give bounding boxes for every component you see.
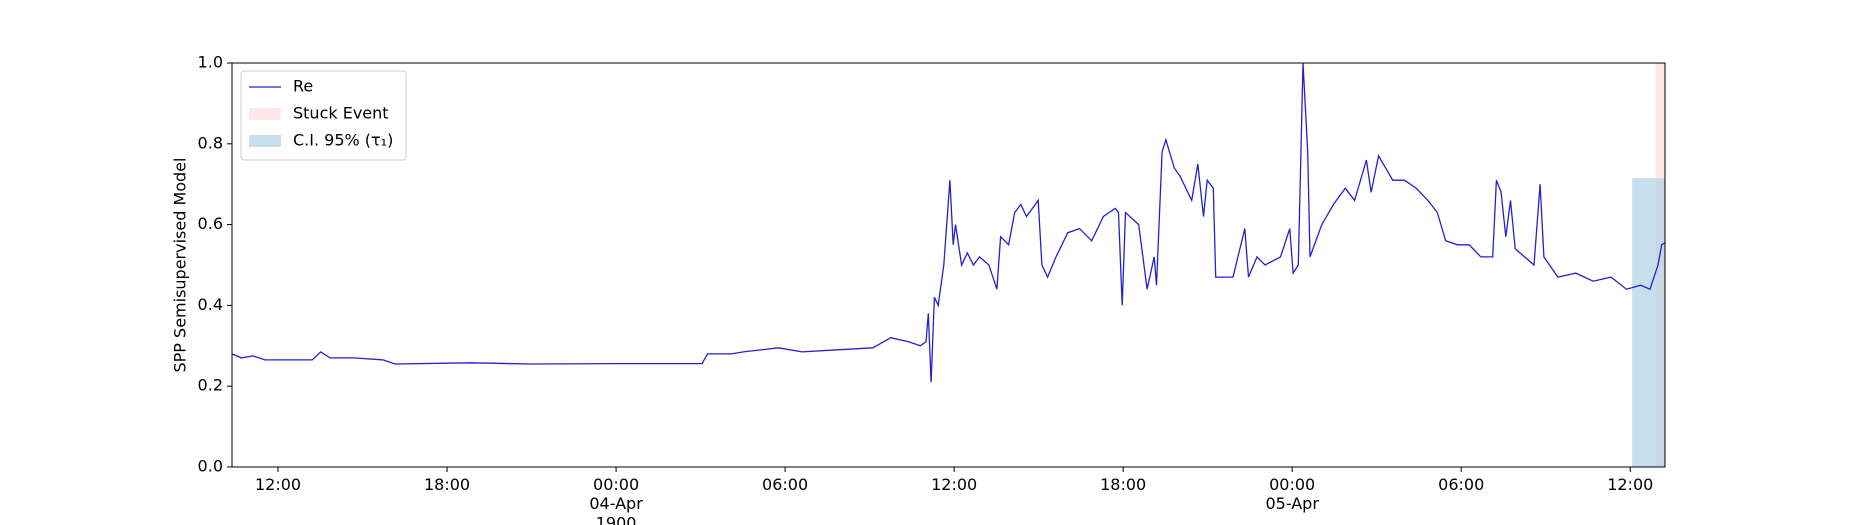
legend: Re Stuck Event C.I. 95% (τ₁): [240, 70, 407, 161]
y-axis-label: SPP Semisupervised Model: [171, 158, 190, 373]
legend-swatch: [249, 135, 281, 147]
line: [231, 62, 1666, 383]
x-tick-label: 18:00: [424, 475, 470, 494]
x-tick-label: 00:00 05-Apr: [1265, 475, 1319, 513]
x-tick-label: 12:00: [1607, 475, 1653, 494]
x-tick-label: 12:00: [931, 475, 977, 494]
legend-box: [240, 70, 407, 161]
x-tick-label: 12:00: [255, 475, 301, 494]
y-tick-label: 0.4: [198, 295, 223, 314]
y-tick-label: 1.0: [198, 53, 223, 72]
y-tick-label: 0.8: [198, 133, 223, 152]
legend-swatch: [249, 108, 281, 120]
legend-label: C.I. 95% (τ₁): [293, 131, 393, 150]
x-tick-label: 18:00: [1100, 475, 1146, 494]
legend-label: Re: [293, 77, 313, 96]
y-tick-label: 0.0: [198, 457, 223, 476]
y-tick-label: 0.6: [198, 214, 223, 233]
legend-label: Stuck Event: [293, 104, 389, 123]
x-tick-label: 06:00: [762, 475, 808, 494]
span: [1632, 178, 1665, 467]
y-tick-label: 0.2: [198, 376, 223, 395]
plot-frame: [231, 62, 1666, 468]
x-tick-label: 06:00: [1438, 475, 1484, 494]
x-tick-label: 00:00 04-Apr 1900: [589, 475, 643, 525]
